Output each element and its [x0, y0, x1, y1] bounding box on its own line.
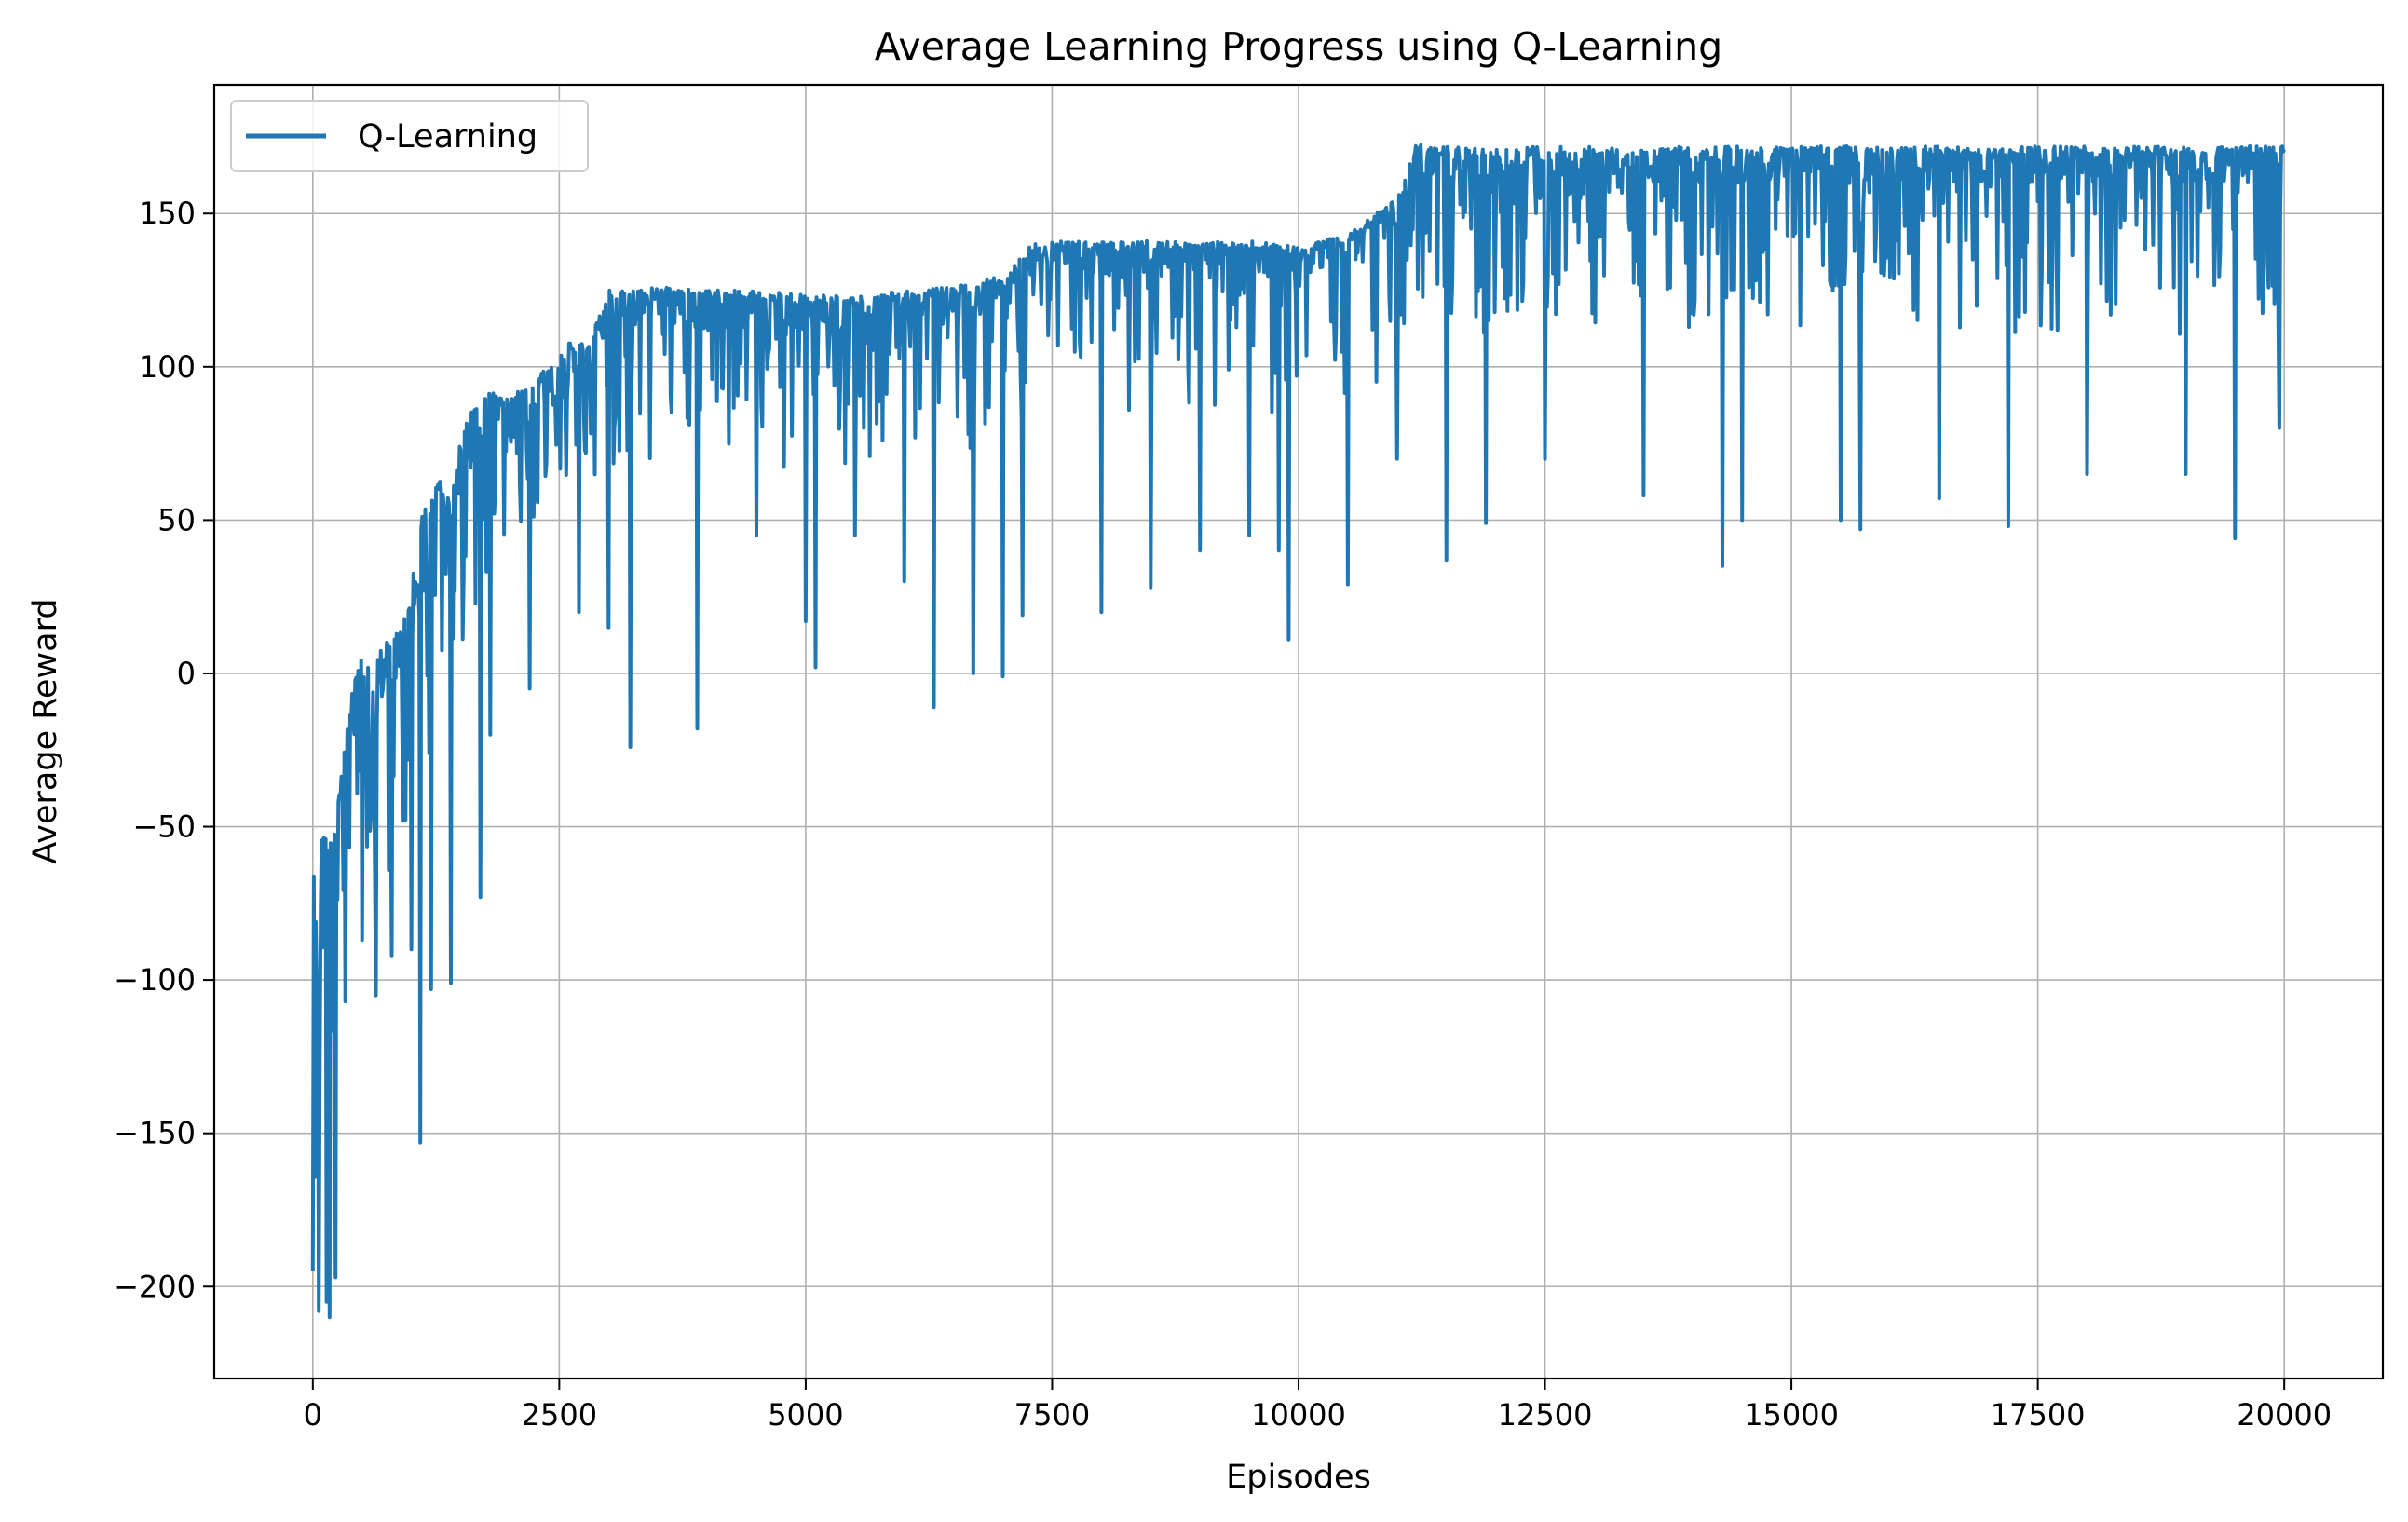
y-tick-label: −100	[114, 962, 196, 998]
y-tick-label: 0	[177, 656, 196, 691]
y-tick-label: −200	[114, 1269, 196, 1304]
y-axis: −200 −150 −100 −50 0 50 100 150	[114, 196, 214, 1304]
x-tick-label: 5000	[768, 1397, 843, 1433]
plot-area	[310, 143, 2286, 1320]
x-tick-label: 0	[304, 1397, 322, 1433]
legend: Q-Learning	[230, 100, 589, 172]
x-tick-label: 12500	[1498, 1397, 1593, 1433]
legend-box	[230, 100, 589, 172]
x-tick-label: 2500	[522, 1397, 597, 1433]
chart-title: Average Learning Progress using Q-Learni…	[875, 24, 1722, 69]
legend-label-q-learning: Q-Learning	[358, 118, 537, 156]
x-tick-label: 10000	[1251, 1397, 1346, 1433]
x-tick-label: 20000	[2237, 1397, 2332, 1433]
x-axis-label: Episodes	[1226, 1459, 1371, 1496]
y-tick-label: 50	[157, 502, 196, 537]
y-tick-label: −50	[132, 809, 196, 845]
x-axis: 0 2500 5000 7500 10000 12500 15000 17500 20000	[304, 1379, 2332, 1433]
x-tick-label: 17500	[1991, 1397, 2086, 1433]
x-tick-label: 15000	[1744, 1397, 1839, 1433]
y-tick-label: 150	[139, 196, 196, 231]
y-tick-label: −150	[114, 1116, 196, 1151]
y-tick-label: 100	[139, 349, 196, 385]
series-line-q-learning	[310, 143, 2286, 1320]
y-axis-label: Average Reward	[27, 598, 64, 863]
x-tick-label: 7500	[1014, 1397, 1090, 1433]
